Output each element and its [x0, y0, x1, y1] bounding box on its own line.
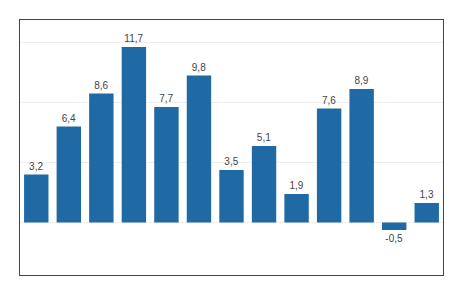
svg-text:7,6: 7,6	[322, 95, 336, 106]
svg-text:11,7: 11,7	[124, 33, 143, 44]
svg-text:6,4: 6,4	[62, 113, 76, 124]
svg-text:7,7: 7,7	[159, 93, 173, 104]
svg-text:9,8: 9,8	[192, 62, 206, 73]
svg-text:1,3: 1,3	[420, 189, 434, 200]
svg-text:8,6: 8,6	[94, 80, 108, 91]
svg-text:1,9: 1,9	[289, 180, 303, 191]
svg-text:3,5: 3,5	[224, 156, 238, 167]
svg-text:8,9: 8,9	[354, 75, 368, 86]
svg-text:5,1: 5,1	[257, 132, 271, 143]
svg-text:3,2: 3,2	[29, 161, 43, 172]
svg-text:-0,5: -0,5	[385, 233, 403, 244]
